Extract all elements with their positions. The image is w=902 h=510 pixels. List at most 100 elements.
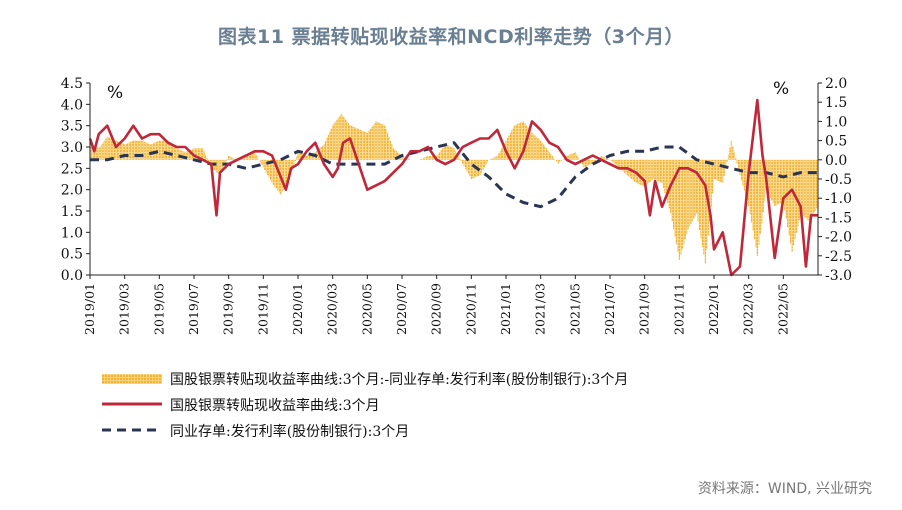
- spread-bar: [145, 142, 148, 160]
- spread-bar: [619, 159, 621, 169]
- spread-bar: [420, 159, 422, 160]
- spread-bar: [791, 159, 793, 252]
- spread-bar: [508, 135, 510, 160]
- spread-bar: [727, 154, 730, 160]
- spread-bar: [378, 122, 380, 160]
- spread-bar: [386, 132, 389, 160]
- spread-bar: [463, 159, 465, 167]
- spread-bar: [594, 159, 597, 162]
- spread-bar: [334, 121, 337, 160]
- spread-bar: [782, 159, 785, 203]
- spread-bar: [776, 159, 779, 205]
- spread-bar: [272, 159, 275, 185]
- spread-bar: [424, 157, 426, 160]
- spread-bar: [645, 159, 647, 186]
- spread-bar: [228, 155, 230, 160]
- spread-bar: [368, 131, 370, 160]
- spread-bar: [522, 121, 525, 160]
- spread-bar: [460, 159, 462, 162]
- spread-bar: [100, 144, 103, 160]
- spread-bar: [512, 127, 514, 160]
- spread-bar: [134, 140, 136, 160]
- spread-bar: [622, 159, 624, 172]
- spread-bar: [540, 140, 542, 160]
- spread-bar: [544, 146, 546, 160]
- spread-bar: [674, 159, 676, 237]
- spread-bar: [343, 117, 345, 160]
- spread-bar: [672, 159, 675, 229]
- x-tick-label: 2021/11: [671, 283, 686, 335]
- spread-bar: [428, 155, 431, 160]
- spread-bar: [271, 159, 273, 183]
- spread-bar: [531, 132, 533, 160]
- spread-bar: [784, 159, 786, 211]
- x-tick-label: 2019/09: [221, 283, 236, 335]
- legend-swatch-spread: [102, 374, 162, 384]
- left-tick-label: 3.5: [61, 119, 83, 135]
- spread-bar: [802, 159, 805, 217]
- spread-bar: [701, 159, 704, 247]
- spread-bar: [116, 141, 119, 160]
- spread-bar: [176, 148, 178, 160]
- right-tick-label: -1.5: [825, 210, 852, 226]
- spread-bar: [317, 149, 319, 160]
- spread-bar: [129, 141, 132, 160]
- right-tick-label: 2.0: [825, 76, 847, 92]
- spread-bar: [586, 159, 588, 167]
- spread-bar: [644, 159, 646, 187]
- spread-bar: [792, 159, 795, 246]
- spread-bar: [495, 156, 497, 160]
- spread-bar: [372, 125, 374, 160]
- right-tick-label: 0.0: [825, 153, 847, 169]
- spread-bar: [126, 143, 129, 160]
- spread-bar: [293, 159, 295, 166]
- spread-bar: [639, 159, 642, 185]
- spread-bar: [96, 147, 98, 160]
- spread-bar: [593, 159, 595, 163]
- spread-bar: [407, 158, 409, 160]
- spread-bar: [362, 131, 364, 160]
- spread-bar: [610, 159, 613, 162]
- spread-bar: [111, 138, 113, 160]
- left-tick-label: 0.5: [61, 247, 83, 263]
- spread-bar: [490, 158, 493, 160]
- spread-bar: [574, 152, 577, 160]
- spread-bar: [756, 159, 759, 256]
- spread-bar: [444, 144, 447, 160]
- spread-bar: [659, 159, 662, 183]
- spread-bar: [729, 147, 731, 160]
- spread-bar: [768, 159, 770, 196]
- spread-bar: [339, 115, 341, 160]
- spread-bar: [384, 125, 386, 160]
- spread-bar: [700, 159, 702, 239]
- spread-bar: [808, 159, 811, 222]
- spread-bar: [371, 127, 373, 160]
- spread-bar: [473, 159, 475, 178]
- spread-bar: [511, 130, 513, 160]
- spread-bar: [139, 140, 142, 160]
- spread-bar: [761, 159, 763, 224]
- spread-bar: [277, 159, 279, 191]
- spread-bar: [680, 159, 682, 255]
- x-tick-label: 2021/09: [637, 283, 652, 335]
- spread-bar: [691, 159, 694, 222]
- spread-bar: [600, 155, 603, 160]
- spread-bar: [677, 159, 679, 252]
- spread-bar: [98, 148, 100, 160]
- spread-bar: [733, 152, 735, 160]
- spread-bar: [696, 159, 698, 214]
- spread-bar: [157, 141, 159, 160]
- spread-bar: [516, 123, 519, 160]
- spread-bar: [135, 140, 137, 160]
- spread-bar: [713, 159, 715, 179]
- spread-bar: [291, 159, 293, 171]
- spread-bar: [766, 159, 769, 194]
- spread-bar: [447, 145, 449, 160]
- spread-bar: [612, 159, 614, 163]
- spread-bar: [119, 142, 122, 160]
- spread-bar: [366, 132, 369, 160]
- spread-bar: [353, 127, 356, 160]
- spread-bar: [813, 159, 815, 214]
- spread-bar: [798, 159, 800, 220]
